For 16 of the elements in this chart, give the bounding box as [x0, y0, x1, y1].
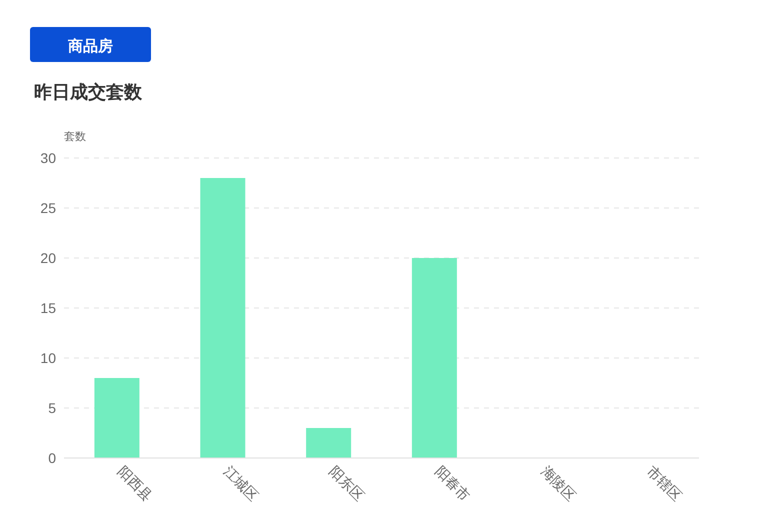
x-tick-label: 阳东区 [326, 462, 368, 504]
y-axis-title: 套数 [64, 131, 86, 143]
x-tick-label: 江城区 [220, 462, 262, 504]
chart-title: 昨日成交套数 [34, 82, 143, 102]
y-tick-label: 10 [40, 350, 56, 366]
x-tick-label: 阳西县 [114, 462, 156, 504]
y-tick-label: 20 [40, 250, 56, 266]
x-tick-label: 阳春市 [432, 462, 474, 504]
x-tick-label: 市辖区 [644, 462, 685, 504]
y-tick-label: 30 [40, 150, 56, 166]
y-tick-label: 15 [40, 300, 56, 316]
y-tick-label: 25 [40, 200, 56, 216]
y-tick-label: 5 [48, 400, 56, 416]
tab-button: 商品房 [30, 27, 151, 62]
y-tick-label: 0 [48, 450, 56, 466]
x-tick-label: 海陵区 [538, 462, 580, 504]
